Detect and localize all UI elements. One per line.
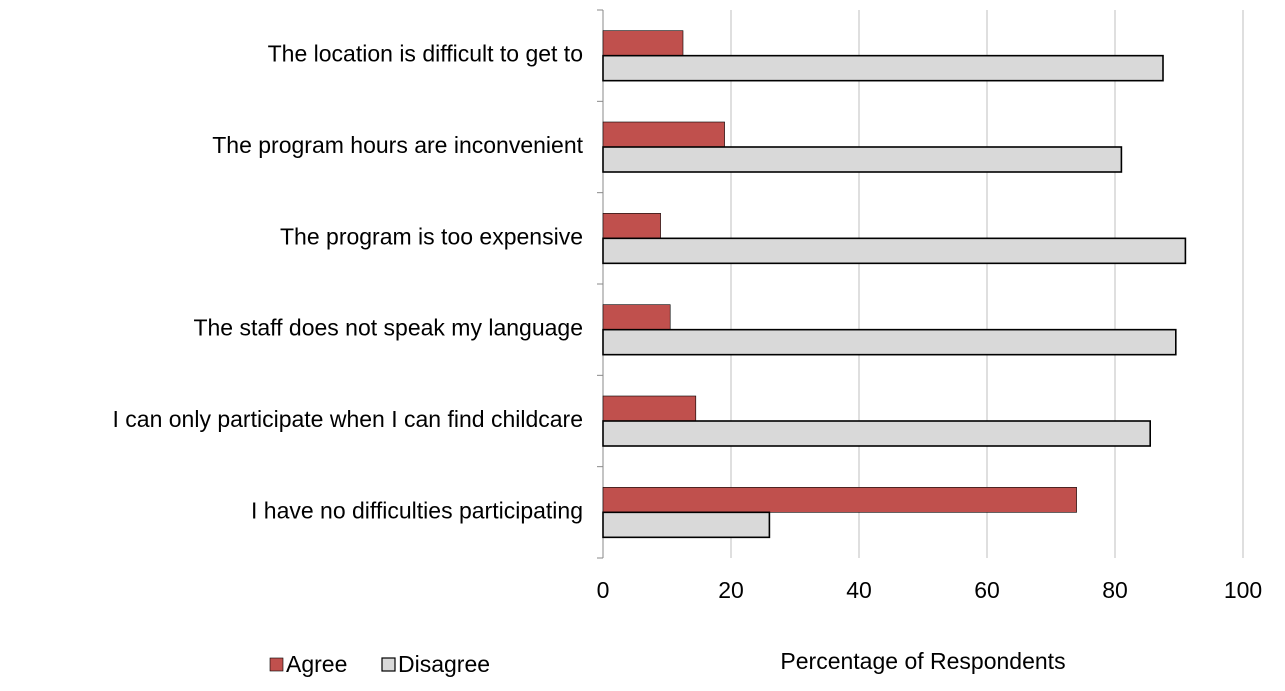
y-tick-label: The program hours are inconvenient xyxy=(212,132,583,158)
bar xyxy=(602,237,1187,265)
legend-swatch xyxy=(381,657,396,672)
bar xyxy=(602,121,725,148)
x-tick-label: 80 xyxy=(1102,577,1128,603)
x-tick-label: 40 xyxy=(846,577,872,603)
y-tick-label: I have no difficulties participating xyxy=(251,497,583,523)
legend-label: Agree xyxy=(286,651,347,677)
y-tick-label: The staff does not speak my language xyxy=(193,315,583,341)
legend-label: Disagree xyxy=(398,651,490,677)
bar xyxy=(602,511,771,539)
y-tick-label: I can only participate when I can find c… xyxy=(113,406,584,432)
bar xyxy=(602,420,1152,447)
bar xyxy=(602,487,1077,513)
x-tick-label: 20 xyxy=(718,577,744,603)
bar xyxy=(602,30,684,56)
bar xyxy=(602,395,697,422)
y-tick-label: The location is difficult to get to xyxy=(268,41,583,67)
legend-swatch xyxy=(269,657,284,672)
x-tick-label: 100 xyxy=(1224,577,1262,603)
bar xyxy=(602,328,1177,356)
x-axis-label: Percentage of Respondents xyxy=(780,648,1065,674)
x-tick-label: 60 xyxy=(974,577,1000,603)
bar xyxy=(602,146,1123,173)
bar xyxy=(602,54,1164,82)
x-tick-label: 0 xyxy=(597,577,610,603)
y-tick-label: The program is too expensive xyxy=(280,223,583,249)
bar xyxy=(602,304,671,330)
bar xyxy=(602,213,661,239)
